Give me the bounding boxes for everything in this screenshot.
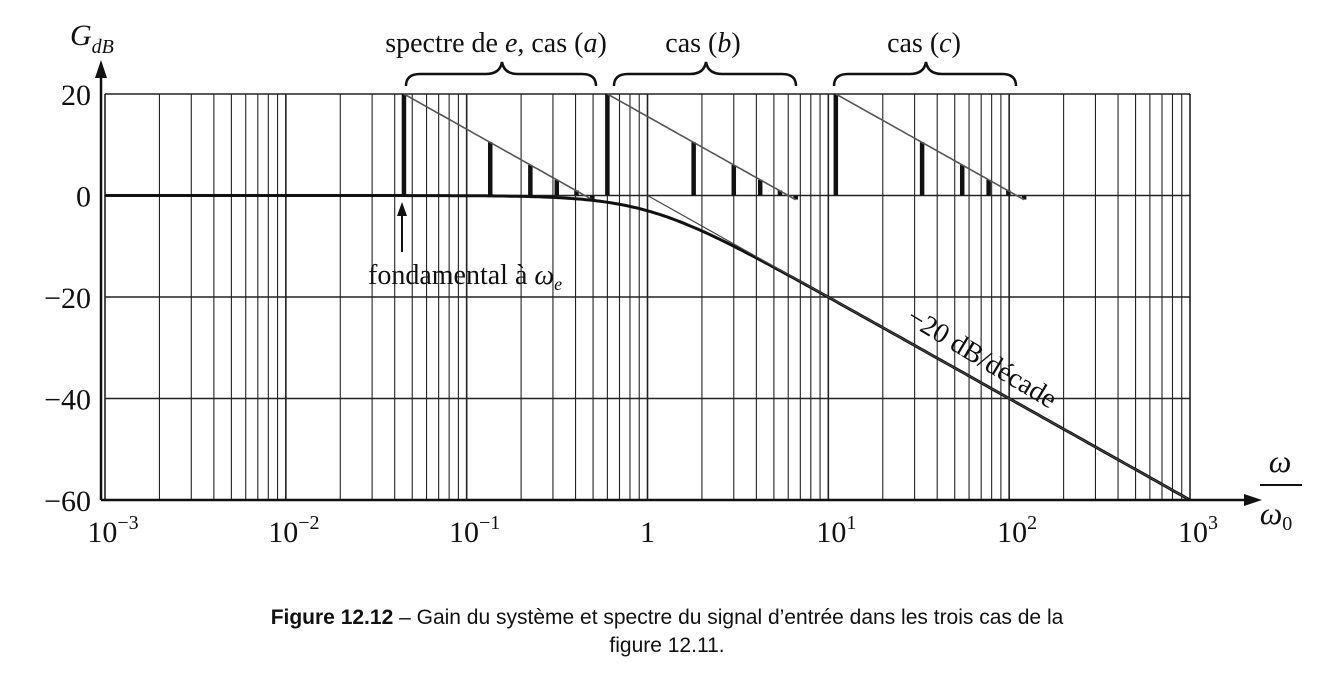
x-tick-label: 102 (997, 512, 1037, 549)
case-b-label: cas (b) (665, 28, 740, 59)
x-tick-label-base: 10 (268, 516, 298, 549)
x-tick-label-exponent: 3 (1208, 512, 1218, 534)
case-c-label: cas (c) (887, 28, 961, 59)
spectrum-envelope-case-a (403, 93, 593, 201)
fundamental-label: fondamental à ωe (368, 260, 562, 294)
y-tick-label: −40 (44, 384, 91, 417)
x-tick-label: 103 (1178, 512, 1218, 549)
caption-line-2: figure 12.11. (609, 634, 725, 657)
case-a-label: spectre de e, cas (a) (385, 28, 607, 59)
gain-curve-group (105, 194, 1191, 502)
caption-separator: – (393, 606, 417, 629)
brace-case-c (832, 61, 1018, 87)
x-tick-label-exponent: −2 (298, 512, 319, 534)
spectra (401, 93, 1027, 201)
x-tick-label: 10−3 (87, 512, 138, 549)
y-tick-label: −60 (44, 485, 91, 518)
x-tick-label-base: 10 (87, 516, 117, 549)
caption-line-1: Figure 12.12 – Gain du système et spectr… (0, 604, 1334, 632)
x-tick-label-base: 1 (640, 516, 655, 549)
y-tick-label: 0 (76, 181, 91, 214)
fundamental-annotation: fondamental à ωe (368, 202, 562, 294)
y-tick-label: −20 (44, 282, 91, 315)
x-tick-label: 101 (816, 512, 856, 549)
brace-case-a (404, 61, 598, 87)
x-tick-label-base: 10 (816, 516, 846, 549)
x-tick-label-base: 10 (1178, 516, 1208, 549)
x-tick-label-exponent: −1 (479, 512, 500, 534)
x-axis-arrow (1244, 494, 1262, 506)
y-axis-arrow (95, 60, 107, 78)
x-axis-title: ω ω0 (1260, 443, 1302, 535)
x-tick-label: 10−2 (268, 512, 319, 549)
x-axis-title-numerator: ω (1269, 443, 1292, 479)
x-tick-label-base: 10 (449, 516, 479, 549)
brace-case-b (612, 61, 798, 87)
y-axis-title: GdB (70, 19, 114, 58)
caption-label: Figure 12.12 (270, 606, 394, 629)
x-tick-label-exponent: 1 (846, 512, 856, 534)
spectrum-envelope-case-b (607, 93, 797, 201)
x-axis-title-denominator: ω0 (1260, 495, 1293, 535)
x-tick-label-exponent: 2 (1027, 512, 1037, 534)
fundamental-arrow-head (397, 202, 407, 216)
x-tick-label-base: 10 (997, 516, 1027, 549)
figure-caption: Figure 12.12 – Gain du système et spectr… (0, 604, 1334, 660)
caption-text-line1: Gain du système et spectre du signal d’e… (416, 606, 1064, 629)
x-tick-label-exponent: −3 (117, 512, 138, 534)
x-tick-label: 1 (640, 516, 655, 549)
x-tick-label: 10−1 (449, 512, 500, 549)
asymptote-line (647, 194, 1191, 501)
y-tick-label: 20 (61, 79, 91, 112)
spectrum-envelope-case-c (835, 93, 1025, 201)
grid (104, 93, 1191, 501)
